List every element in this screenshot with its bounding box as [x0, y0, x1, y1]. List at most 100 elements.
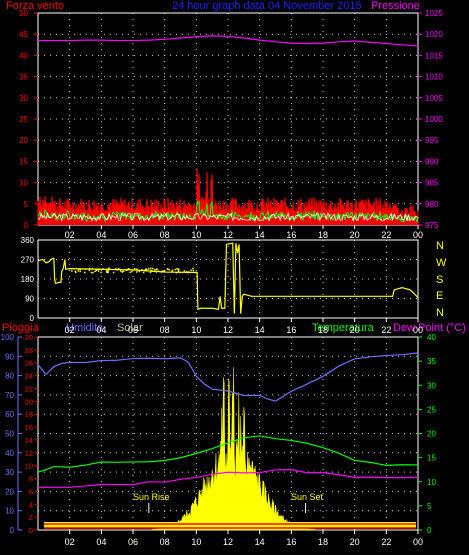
- wind-direction-point: [192, 269, 195, 272]
- rain-tick-label: 16: [25, 423, 33, 432]
- humidity-tick-label: 40: [5, 449, 14, 458]
- wind-direction-point: [133, 267, 136, 270]
- wind-direction-point: [122, 270, 125, 272]
- wind-direction-point: [136, 268, 138, 270]
- wind-axis-label: Forza vento: [6, 0, 64, 12]
- wind-direction-point: [163, 270, 166, 273]
- wind-direction-point: [195, 271, 197, 274]
- wind-direction-point: [106, 271, 108, 274]
- wind-speed-line: [37, 211, 419, 223]
- temperature-tick-label: 40: [427, 333, 436, 342]
- wind-tick-label: 10: [19, 179, 28, 188]
- humidity-tick-label: 30: [5, 468, 14, 477]
- wind-direction-point: [149, 271, 152, 274]
- wind-direction-point: [150, 269, 153, 272]
- panel3-xtick-label: 10: [191, 537, 201, 547]
- wind-direction-point: [79, 268, 82, 270]
- rain-tick-label: 14: [25, 436, 33, 445]
- wind-direction-point: [190, 269, 192, 272]
- wind-direction-point: [179, 271, 181, 274]
- panel3-xtick-label: 14: [255, 537, 265, 547]
- pressure-tick-label: 1015: [425, 51, 443, 60]
- wind-tick-label: 50: [19, 9, 28, 18]
- wind-direction-point: [102, 268, 104, 270]
- wind-direction-point: [192, 267, 194, 270]
- wind-direction-point: [105, 270, 108, 272]
- rain-tick-label: 0: [29, 526, 33, 535]
- wind-direction-point: [185, 271, 188, 273]
- panel2-xtick-label: 22: [381, 325, 391, 335]
- rain-tick-label: 6: [29, 487, 33, 496]
- temperature-tick-label: 15: [427, 454, 436, 463]
- direction-tick-label: 360: [21, 236, 35, 245]
- panel1-xtick-label: 00: [413, 230, 423, 240]
- panel1-xtick-label: 06: [128, 230, 138, 240]
- dewpoint-axis-label: Dew Point (°C): [393, 322, 466, 334]
- panel3-xtick-label: 16: [286, 537, 296, 547]
- rain-tick-label: 26: [25, 359, 33, 368]
- rain-tick-label: 8: [29, 475, 33, 484]
- wind-direction-point: [96, 268, 99, 271]
- wind-direction-point: [131, 270, 133, 273]
- wind-direction-point: [142, 271, 145, 274]
- rain-tick-label: 20: [25, 397, 33, 406]
- panel2-xtick-label: 18: [318, 325, 328, 335]
- wind-direction-point: [74, 270, 77, 273]
- wind-direction-point: [119, 270, 122, 272]
- temperature-tick-label: 30: [427, 381, 436, 390]
- wind-direction-line: [37, 242, 419, 314]
- wind-direction-point: [162, 270, 165, 272]
- humidity-tick-label: 70: [5, 391, 14, 400]
- humidity-line: [37, 352, 419, 402]
- panel2-xtick-label: 00: [413, 325, 423, 335]
- wind-direction-point: [171, 270, 173, 272]
- wind-direction-point: [107, 271, 109, 274]
- wind-direction-point: [138, 270, 140, 273]
- wind-direction-point: [156, 268, 158, 270]
- wind-direction-point: [161, 270, 164, 272]
- wind-direction-point: [177, 270, 180, 272]
- wind-direction-point: [144, 269, 147, 271]
- direction-tick-label: 90: [25, 295, 34, 304]
- temperature-tick-label: 0: [427, 526, 432, 535]
- solar-area: [151, 367, 317, 531]
- wind-direction-point: [176, 268, 178, 270]
- wind-tick-label: 5: [24, 200, 29, 209]
- direction-tick-label: 0: [30, 314, 35, 323]
- dewpoint-line: [37, 469, 419, 488]
- panel3-xtick-label: 20: [350, 537, 360, 547]
- wind-direction-point: [112, 271, 115, 274]
- temperature-tick-label: 5: [427, 502, 432, 511]
- panel1-xtick-label: 18: [318, 230, 328, 240]
- humidity-axis-label: Umidita: [66, 322, 104, 334]
- dir-letter-e: E: [436, 290, 443, 302]
- wind-direction-point: [88, 269, 91, 272]
- wind-direction-point: [90, 271, 93, 274]
- dir-letter-s: S: [436, 274, 443, 286]
- pressure-tick-label: 1020: [425, 30, 443, 39]
- panel3-xtick-label: 00: [413, 537, 423, 547]
- panel1-xtick-label: 16: [286, 230, 296, 240]
- wind-direction-point: [91, 268, 94, 270]
- panel1-xtick-label: 04: [96, 230, 106, 240]
- wind-direction-point: [141, 268, 143, 271]
- wind-direction-point: [168, 269, 171, 271]
- wind-tick-label: 15: [19, 157, 28, 166]
- panel1-xtick-label: 08: [160, 230, 170, 240]
- rain-tick-label: 10: [25, 462, 33, 471]
- wind-direction-point: [183, 270, 186, 272]
- humidity-tick-label: 0: [10, 526, 15, 535]
- solar-axis-label: Solar: [117, 322, 143, 334]
- dir-letter-w: W: [436, 257, 447, 269]
- panel3-xtick-label: 08: [160, 537, 170, 547]
- pressure-tick-label: 985: [425, 179, 439, 188]
- humidity-tick-label: 50: [5, 430, 14, 439]
- dir-letter-n-bottom: N: [436, 307, 444, 319]
- wind-direction-point: [94, 270, 96, 273]
- wind-tick-label: 0: [24, 221, 29, 230]
- pressure-tick-label: 975: [425, 221, 439, 230]
- wind-direction-point: [121, 270, 123, 273]
- humidity-tick-label: 10: [5, 507, 14, 516]
- rain-tick-label: 30: [25, 333, 33, 342]
